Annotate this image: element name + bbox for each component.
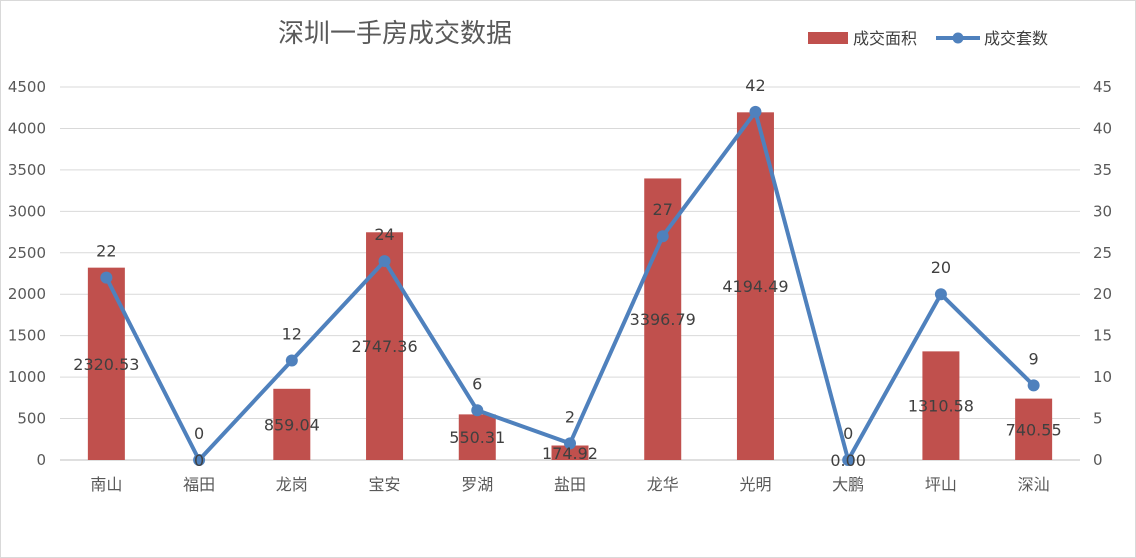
bar: [922, 351, 960, 460]
line-value-label: 0: [843, 424, 853, 443]
line-value-label: 27: [653, 200, 673, 219]
left-tick-label: 500: [17, 410, 46, 428]
right-tick-label: 45: [1093, 78, 1112, 96]
line-point: [934, 288, 947, 301]
bar-value-label: 740.55: [1006, 420, 1062, 439]
line-point: [656, 230, 669, 243]
right-tick-label: 25: [1093, 244, 1112, 262]
bar-value-label: 3396.79: [630, 310, 696, 329]
bar: [736, 112, 774, 460]
right-tick-label: 5: [1093, 410, 1103, 428]
line-value-label: 0: [194, 424, 204, 443]
line-point: [100, 271, 113, 284]
line-point: [564, 437, 576, 450]
category-label: 龙岗: [276, 475, 308, 494]
bar-value-label: 550.31: [449, 428, 505, 447]
category-label: 罗湖: [461, 475, 493, 494]
right-tick-label: 35: [1093, 161, 1112, 179]
bar-value-label: 1310.58: [908, 397, 974, 416]
bar-value-label: 174.92: [542, 444, 598, 463]
line-value-label: 42: [745, 76, 765, 95]
category-label: 福田: [183, 475, 215, 494]
right-tick-label: 0: [1093, 451, 1103, 469]
legend-bar-swatch: [808, 32, 848, 44]
category-axis: 南山 福田 龙岗 宝安 罗湖 盐田 龙华 光明 大鹏 坪山 深汕: [90, 475, 1049, 494]
bar-value-label: 0: [194, 451, 204, 470]
legend: 成交面积 成交套数: [808, 29, 1048, 48]
bar-value-label: 859.04: [264, 415, 320, 434]
left-tick-label: 2000: [8, 285, 46, 303]
bar: [273, 388, 311, 460]
left-tick-label: 3500: [8, 161, 46, 179]
category-label: 坪山: [925, 475, 957, 494]
left-tick-label: 2500: [8, 244, 46, 262]
line-value-label: 6: [472, 374, 482, 393]
chart-title: 深圳一手房成交数据: [278, 19, 512, 49]
bar-value-label: 2747.36: [351, 337, 417, 356]
line-point: [378, 255, 391, 268]
line-series: [100, 105, 1040, 466]
left-tick-label: 1000: [8, 368, 46, 386]
line-value-label: 20: [931, 258, 951, 277]
bar: [366, 232, 404, 460]
legend-line-label: 成交套数: [984, 29, 1048, 48]
gridlines: [60, 86, 1080, 461]
line-value-label: 2: [565, 407, 575, 426]
category-label: 宝安: [369, 475, 401, 494]
legend-line-marker: [952, 32, 964, 44]
category-label: 光明: [739, 475, 771, 494]
line-value-label: 9: [1029, 349, 1039, 368]
left-tick-label: 0: [36, 451, 46, 469]
line-value-label: 24: [374, 225, 394, 244]
right-tick-label: 15: [1093, 327, 1112, 345]
line-point: [1027, 379, 1040, 392]
line-point: [285, 354, 298, 367]
left-tick-label: 3000: [8, 202, 46, 220]
category-label: 南山: [90, 475, 122, 494]
category-label: 盐田: [554, 475, 586, 494]
bar-value-label: 4194.49: [722, 277, 788, 296]
bar-value-label: 2320.53: [73, 355, 139, 374]
left-tick-label: 4000: [8, 119, 46, 137]
bar: [551, 445, 589, 460]
line-value-label: 12: [282, 325, 302, 344]
bar: [1015, 398, 1053, 460]
legend-bar-label: 成交面积: [853, 29, 917, 48]
right-tick-label: 30: [1093, 202, 1112, 220]
category-label: 深汕: [1018, 475, 1050, 494]
line-point: [749, 105, 762, 118]
category-label: 大鹏: [832, 475, 864, 494]
data-labels: 2320.53 0 859.04 2747.36 550.31 174.92 3396.79…: [73, 76, 1061, 470]
left-tick-label: 1500: [8, 327, 46, 345]
bar-value-label: 0.00: [830, 451, 866, 470]
bar-series: [87, 112, 1053, 460]
left-tick-label: 4500: [8, 78, 46, 96]
line-point: [471, 404, 484, 417]
category-label: 龙华: [647, 475, 679, 494]
line-point: [842, 454, 855, 466]
bar: [644, 178, 682, 460]
bar: [458, 414, 496, 460]
right-tick-label: 10: [1093, 368, 1112, 386]
right-axis: 0 5 10 15 20 25 30 35 40 45: [1093, 78, 1112, 469]
right-tick-label: 20: [1093, 285, 1112, 303]
left-axis: 0 500 1000 1500 2000 2500 3000 3500 4000 4500: [8, 78, 46, 469]
line-value-label: 22: [96, 242, 116, 261]
right-tick-label: 40: [1093, 119, 1112, 137]
line-point: [193, 454, 206, 466]
